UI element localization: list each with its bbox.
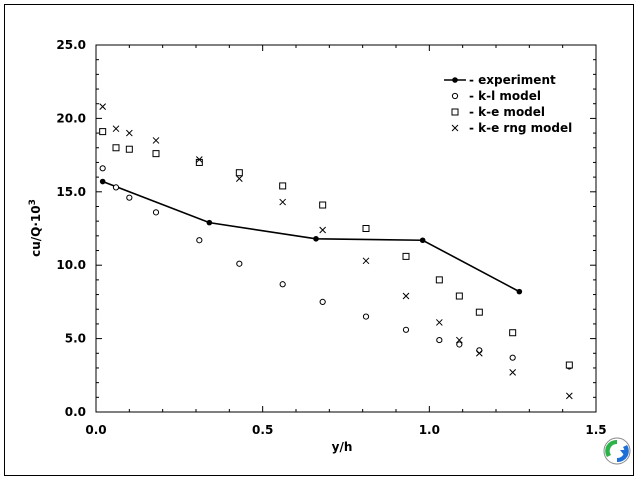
data-point	[236, 260, 243, 267]
data-point	[509, 329, 517, 337]
data-point	[516, 288, 523, 295]
data-point	[235, 175, 243, 182]
data-point	[313, 235, 319, 242]
legend-label: - k-e model	[469, 105, 545, 119]
data-point	[279, 182, 287, 190]
data-point	[402, 252, 410, 260]
data-point	[279, 281, 286, 288]
data-point	[402, 326, 410, 333]
y-axis-title: cu/Q·103	[28, 199, 43, 257]
y-tick-label: 15.0	[56, 185, 86, 199]
data-point	[195, 158, 203, 166]
page-frame	[4, 4, 634, 476]
data-point	[435, 276, 443, 284]
data-point	[435, 319, 443, 326]
data-point	[455, 292, 463, 300]
series-circle	[99, 165, 573, 370]
data-point	[152, 209, 160, 216]
data-point	[195, 156, 203, 163]
data-point	[112, 125, 120, 133]
legend: - experiment - k-l model - k-e model - k-e …	[444, 73, 572, 135]
data-point	[509, 369, 517, 376]
y-axis-title-exponent: 3	[28, 199, 38, 205]
series-square	[99, 128, 573, 369]
y-tick-label: 25.0	[56, 38, 86, 52]
data-point	[235, 169, 243, 177]
nav-icon-blue-arc	[617, 445, 629, 463]
data-point	[125, 145, 133, 153]
data-point	[99, 178, 106, 185]
data-point	[509, 354, 516, 361]
x-tick-label: 1.0	[419, 423, 440, 437]
x-tick-label: 0.5	[252, 423, 273, 437]
data-point	[419, 237, 426, 244]
legend-label: - k-l model	[469, 89, 541, 103]
data-point	[99, 128, 107, 136]
series-line-dot	[99, 178, 523, 295]
legend-marker	[452, 77, 458, 83]
x-tick-label: 0.0	[85, 423, 106, 437]
y-axis-title-main: cu/Q·10	[29, 205, 43, 257]
legend-marker	[451, 124, 459, 132]
axis-ticks	[95, 44, 597, 413]
data-point	[152, 150, 160, 158]
data-point	[152, 137, 160, 144]
data-point	[475, 308, 483, 316]
data-point	[362, 257, 370, 265]
axis-tick-labels: 0.0 0.5 1.0 1.5 0.0 5.0 10.0 15.0 20.0 25.0	[56, 38, 606, 437]
plot-area-frame	[95, 44, 597, 413]
data-point	[112, 144, 120, 152]
data-point	[402, 292, 410, 300]
legend-label: - experiment	[469, 73, 556, 87]
nav-icon-arrow-head	[620, 450, 628, 455]
data-point	[99, 103, 107, 111]
experiment-line	[102, 180, 520, 293]
data-point	[206, 219, 213, 226]
data-point	[196, 237, 203, 244]
data-point	[319, 226, 327, 234]
data-point	[99, 165, 106, 172]
x-axis-title: y/h	[332, 440, 353, 454]
data-point	[319, 201, 327, 209]
legend-marker	[451, 92, 459, 100]
data-point	[319, 298, 326, 305]
data-point	[279, 198, 287, 206]
series-cross	[99, 103, 573, 400]
data-point	[362, 313, 370, 320]
circular-arrow-icon[interactable]	[602, 436, 632, 466]
data-point	[565, 392, 573, 400]
y-tick-label: 5.0	[65, 332, 86, 346]
legend-label: - k-e rng model	[469, 121, 572, 135]
y-tick-label: 10.0	[56, 258, 86, 272]
data-point	[126, 194, 133, 201]
x-tick-label: 1.5	[585, 423, 606, 437]
data-point	[455, 336, 463, 344]
data-series	[99, 103, 573, 400]
data-point	[475, 349, 483, 357]
legend-marker	[451, 108, 459, 116]
data-point	[456, 341, 463, 348]
y-tick-label: 20.0	[56, 111, 86, 125]
data-point	[436, 336, 443, 344]
data-point	[125, 129, 133, 137]
y-tick-label: 0.0	[65, 405, 86, 419]
nav-icon-green-arc	[605, 439, 617, 457]
data-point	[362, 225, 370, 232]
data-point	[565, 361, 573, 369]
data-point	[112, 184, 120, 191]
